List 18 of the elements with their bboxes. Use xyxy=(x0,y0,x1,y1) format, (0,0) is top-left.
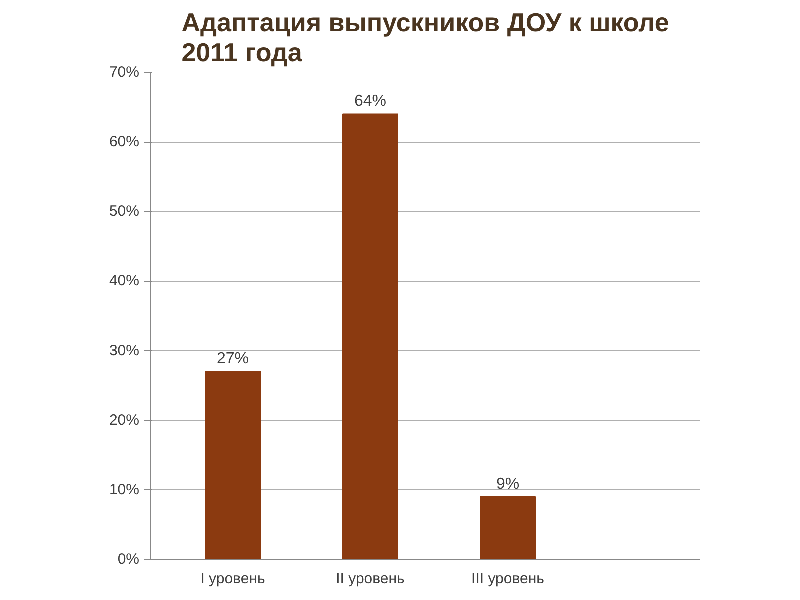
y-tick-label: 20% xyxy=(109,412,140,429)
chart-title: Адаптация выпускников ДОУ к школе 2011 года xyxy=(182,8,670,68)
y-tick-label: 10% xyxy=(109,481,140,498)
bar xyxy=(342,114,398,560)
bar xyxy=(205,371,261,560)
x-tick-label: I уровень xyxy=(200,570,266,588)
y-tick-label: 70% xyxy=(109,64,140,81)
y-tick-label: 40% xyxy=(109,272,140,290)
bar xyxy=(480,496,536,560)
x-tick-label: II уровень xyxy=(336,570,406,588)
y-tick-label: 50% xyxy=(109,203,140,220)
data-label: 64% xyxy=(354,93,387,110)
data-label: 27% xyxy=(216,350,250,368)
data-label: 9% xyxy=(496,476,520,493)
y-tick-label: 60% xyxy=(109,134,140,151)
y-tick-label: 0% xyxy=(118,551,140,568)
y-tick-label: 30% xyxy=(109,342,140,360)
x-tick-label: III уровень xyxy=(472,570,545,588)
